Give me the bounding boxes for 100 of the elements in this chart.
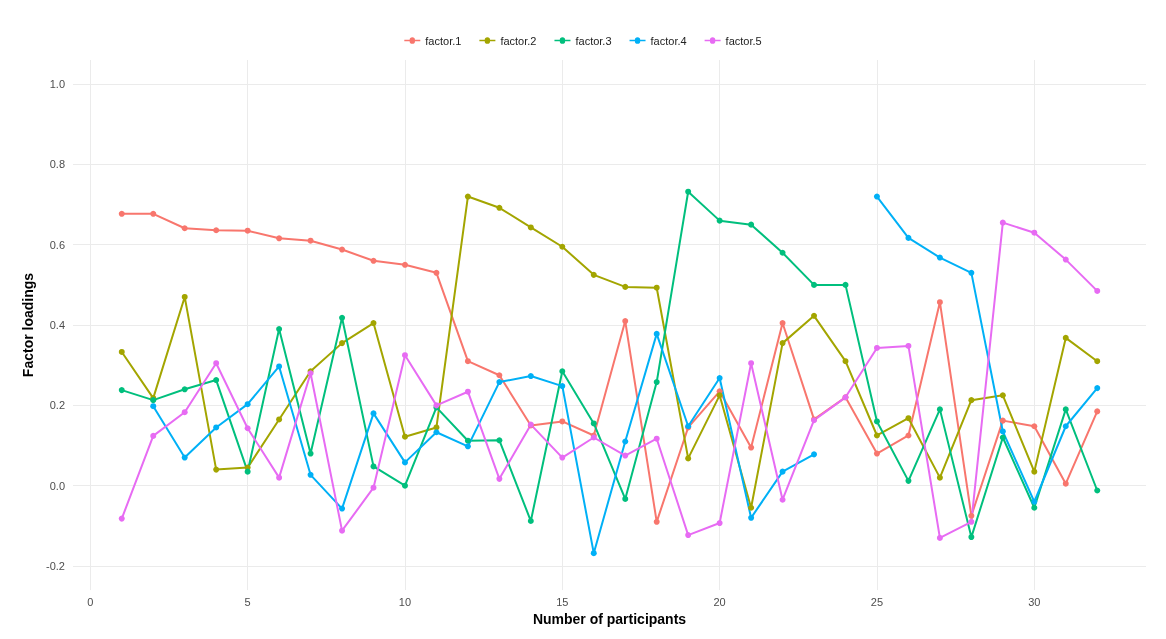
point — [181, 293, 188, 300]
point — [999, 434, 1006, 441]
point — [685, 532, 692, 539]
point — [999, 392, 1006, 399]
point — [968, 397, 975, 404]
point — [936, 406, 943, 413]
point — [1094, 385, 1101, 392]
point — [653, 518, 660, 525]
x-tick-label: 15 — [556, 595, 569, 608]
point — [276, 235, 283, 242]
point — [559, 368, 566, 375]
point — [118, 348, 125, 355]
point — [590, 550, 597, 557]
point — [1062, 406, 1069, 413]
y-tick-label: 0.2 — [49, 399, 65, 412]
point — [307, 471, 314, 478]
point — [653, 435, 660, 442]
point — [339, 340, 346, 347]
point — [339, 505, 346, 512]
point — [150, 210, 157, 217]
point — [622, 452, 629, 459]
point — [842, 281, 849, 288]
point — [590, 420, 597, 427]
point — [1094, 408, 1101, 415]
point — [527, 373, 534, 380]
point — [779, 249, 786, 256]
point — [779, 468, 786, 475]
point — [1031, 504, 1038, 511]
point — [811, 312, 818, 319]
point — [496, 379, 503, 386]
point — [464, 388, 471, 395]
point — [401, 482, 408, 489]
y-tick-label: 0.6 — [49, 238, 65, 251]
point — [276, 416, 283, 423]
point — [213, 377, 220, 384]
point — [590, 271, 597, 278]
point — [1031, 468, 1038, 475]
point — [716, 375, 723, 382]
point — [968, 269, 975, 276]
point — [213, 227, 220, 234]
point — [622, 495, 629, 502]
point — [339, 314, 346, 321]
legend-label: factor.1 — [425, 34, 462, 47]
point — [873, 344, 880, 351]
point — [905, 477, 912, 484]
point — [748, 514, 755, 521]
point — [1062, 480, 1069, 487]
point — [118, 515, 125, 522]
point — [716, 217, 723, 224]
point — [276, 326, 283, 333]
point — [748, 504, 755, 511]
x-tick-label: 0 — [87, 595, 94, 608]
point — [716, 520, 723, 527]
point — [936, 299, 943, 306]
point — [748, 360, 755, 367]
point — [873, 193, 880, 200]
point — [873, 432, 880, 439]
point — [842, 358, 849, 365]
point — [811, 281, 818, 288]
point — [1031, 229, 1038, 236]
point — [464, 443, 471, 450]
point — [936, 254, 943, 261]
point — [307, 450, 314, 457]
point — [244, 401, 251, 408]
point — [1094, 487, 1101, 494]
point — [748, 444, 755, 451]
point — [213, 424, 220, 431]
point — [370, 257, 377, 264]
point — [244, 468, 251, 475]
point — [873, 450, 880, 457]
point — [401, 433, 408, 440]
point — [968, 512, 975, 519]
point — [464, 437, 471, 444]
legend-label: factor.3 — [575, 34, 612, 47]
point — [181, 225, 188, 232]
legend-label: factor.2 — [500, 34, 537, 47]
legend-label: factor.4 — [650, 34, 687, 47]
point — [433, 269, 440, 276]
point — [433, 429, 440, 436]
point — [370, 410, 377, 417]
point — [653, 284, 660, 291]
point — [464, 193, 471, 200]
point — [622, 283, 629, 290]
point — [968, 534, 975, 541]
x-tick-label: 5 — [244, 595, 251, 608]
y-tick-label: 1.0 — [49, 78, 65, 91]
y-tick-label: 0.4 — [49, 319, 65, 332]
point — [370, 320, 377, 327]
legend-label: factor.5 — [725, 34, 762, 47]
point — [496, 372, 503, 379]
point — [559, 383, 566, 390]
point — [496, 475, 503, 482]
point — [905, 342, 912, 349]
point — [716, 392, 723, 399]
point — [905, 234, 912, 241]
point — [401, 352, 408, 359]
point — [1031, 498, 1038, 505]
point — [496, 204, 503, 211]
y-tick-label: -0.2 — [46, 560, 65, 572]
x-tick-label: 10 — [398, 595, 412, 608]
